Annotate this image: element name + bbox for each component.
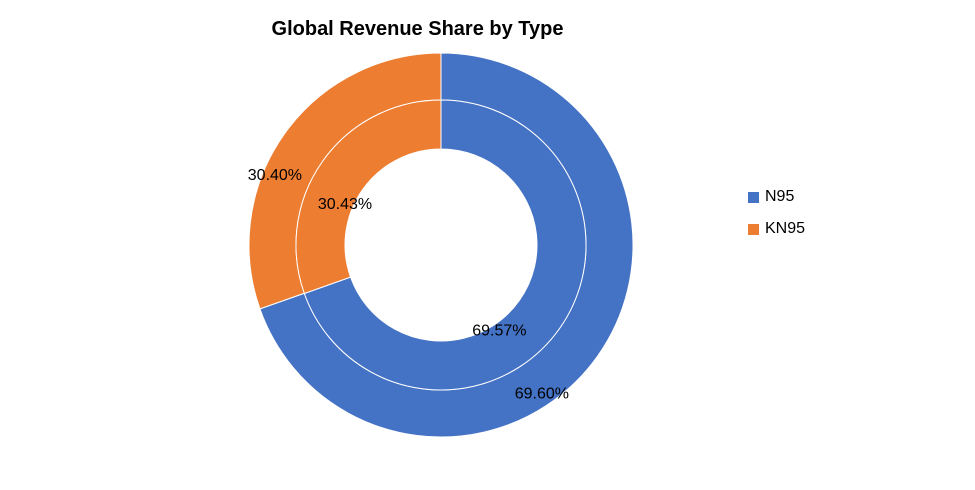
legend-swatch-kn95 [748,223,759,235]
legend-swatch-n95 [748,191,759,203]
slice-ring2-kn95 [295,99,442,295]
legend-item-n95: N95 [748,181,805,213]
data-label-ring1-n95: 69.60% [515,385,569,402]
chart-title: Global Revenue Share by Type [271,18,564,40]
data-label-ring2-n95: 69.57% [472,322,526,339]
slice-ring2-n95 [303,99,587,391]
legend-item-kn95: KN95 [748,213,805,245]
data-label-ring1-kn95: 30.40% [248,167,302,184]
legend-label-kn95: KN95 [765,220,806,237]
legend: N95 KN95 [748,181,805,245]
data-label-ring2-kn95: 30.43% [318,196,372,213]
legend-label-n95: N95 [765,188,795,205]
